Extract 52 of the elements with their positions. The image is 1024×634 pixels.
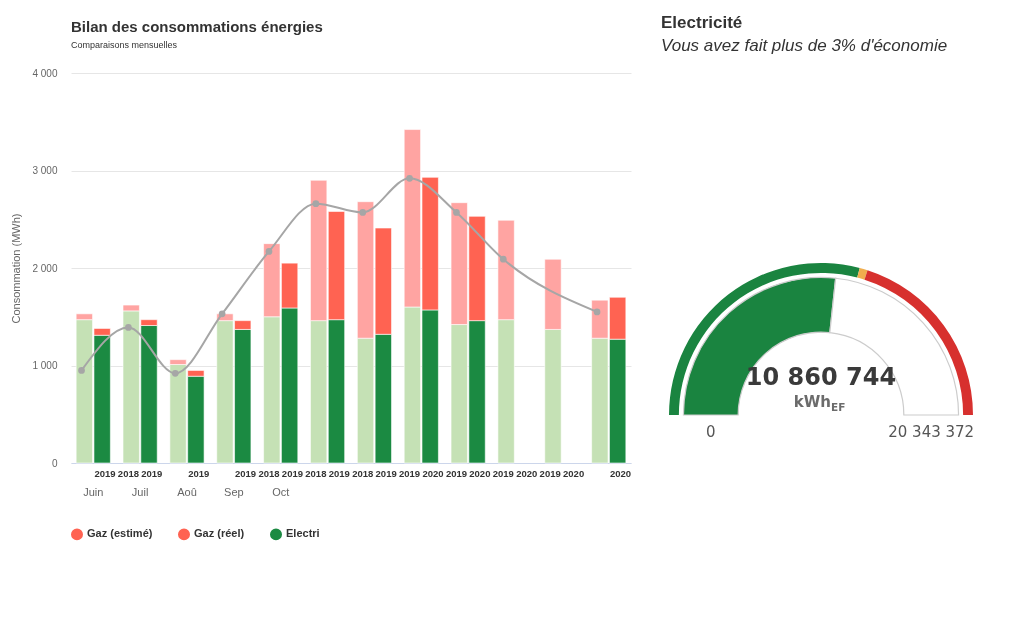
text: Juin bbox=[83, 486, 104, 498]
x-tick-label: 2019 bbox=[375, 467, 397, 479]
point bbox=[359, 209, 367, 216]
x-tick-label: 2019 bbox=[141, 467, 163, 479]
legend-label: Electri bbox=[286, 527, 320, 540]
x-tick-label: 2020 bbox=[516, 467, 538, 479]
x-tick-label: 2019 bbox=[188, 467, 210, 479]
x-tick-label: 2018 bbox=[305, 467, 327, 479]
x-tick-label: 2020 bbox=[469, 467, 491, 479]
y-axis-title: Consommation (MWh) bbox=[10, 213, 23, 324]
text: 0 bbox=[706, 423, 716, 441]
point bbox=[312, 200, 320, 207]
text: 10 860 744 bbox=[745, 362, 897, 391]
x-tick-label: 2018 bbox=[258, 467, 280, 479]
x-tick-label: 2020 bbox=[609, 467, 632, 479]
text: Oct bbox=[272, 486, 290, 498]
text: 20 343 372 bbox=[888, 423, 975, 441]
chart-subtitle: Vous avez fait plus de 3% d'économie bbox=[661, 36, 948, 55]
point bbox=[78, 367, 85, 374]
x-tick-label: 2018 bbox=[117, 467, 139, 479]
x-tick-label: 2020 bbox=[422, 467, 444, 479]
x-tick-label: 2019 bbox=[328, 467, 350, 479]
y-tick-label: 2 000 bbox=[32, 262, 58, 274]
x-tick-label: 2019 bbox=[539, 467, 561, 479]
chart-title: Electricité bbox=[661, 13, 743, 32]
y-tick-label: 3 000 bbox=[32, 165, 58, 176]
legend-label: Gaz (estimé) bbox=[87, 527, 153, 540]
x-tick-label: 2019 bbox=[399, 467, 421, 479]
text: Sep bbox=[224, 486, 244, 498]
point bbox=[406, 174, 413, 182]
legend-label: Gaz (réel) bbox=[194, 527, 245, 540]
x-tick-label: 2019 bbox=[281, 467, 303, 479]
x-tick-label: 2019 bbox=[492, 467, 514, 479]
text: Aoû bbox=[177, 486, 197, 498]
x-tick-label: 2019 bbox=[234, 467, 257, 479]
point bbox=[218, 310, 226, 318]
point bbox=[593, 308, 601, 316]
point bbox=[125, 324, 132, 331]
point bbox=[171, 369, 179, 377]
x-tick-label: 2018 bbox=[352, 467, 374, 479]
x-tick-label: 2019 bbox=[445, 467, 468, 479]
y-tick-label: 0 bbox=[51, 457, 58, 469]
x-tick-label: 2020 bbox=[563, 467, 585, 479]
chart-subtitle: Comparaisons mensuelles bbox=[71, 40, 178, 50]
y-tick-label: 4 000 bbox=[32, 67, 58, 79]
y-tick-label: 1 000 bbox=[32, 360, 58, 371]
x-tick-label: 2019 bbox=[94, 467, 116, 479]
point bbox=[265, 248, 273, 255]
text: Juil bbox=[131, 486, 149, 498]
chart-title: Bilan des consommations énergies bbox=[71, 18, 323, 35]
point bbox=[499, 255, 507, 263]
point bbox=[453, 209, 460, 216]
